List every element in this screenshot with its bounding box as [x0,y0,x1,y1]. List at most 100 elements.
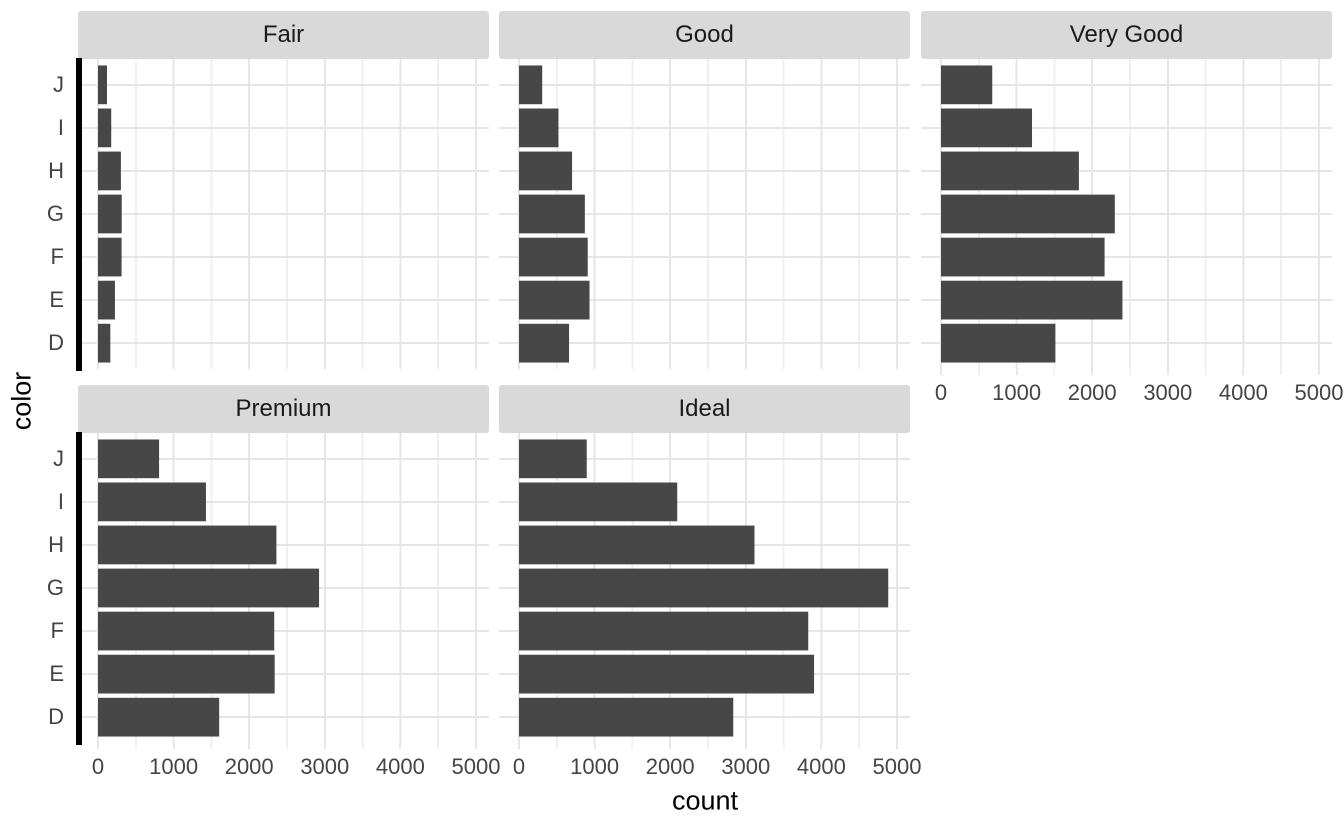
facet-panel-ideal [499,433,910,743]
bar-E [519,654,815,694]
y-tick-label-E: E [49,287,64,313]
bar-J [98,65,107,105]
facet-strip-label: Very Good [1069,21,1184,48]
bar-E [98,654,275,694]
bar-G [98,568,320,608]
bar-J [98,439,160,479]
bar-F [519,611,809,651]
bar-E [941,280,1123,320]
x-axis-tick [744,743,747,749]
y-tick-label-D: D [48,704,64,730]
x-axis-title: count [671,785,739,816]
x-axis-tick [323,743,326,749]
bar-E [519,280,590,320]
bar-J [519,439,587,479]
x-axis-tick [172,743,175,749]
bar-H [941,151,1079,191]
x-axis-tick [1204,369,1207,375]
bar-H [519,525,755,565]
x-axis-tick [782,743,785,749]
bar-I [519,108,559,148]
facet-panel-good [499,59,910,369]
facet-panel-very-good [921,59,1332,369]
bar-F [941,237,1105,277]
x-axis-tick [1053,369,1056,375]
bar-I [519,482,678,522]
x-tick-label-1000: 1000 [992,380,1042,405]
bar-E [98,280,115,320]
x-axis-tick [1280,369,1283,375]
x-tick-label-5000: 5000 [872,754,922,779]
bar-J [941,65,993,105]
facet-strip-label: Ideal [678,395,731,422]
x-axis-tick [437,743,440,749]
y-tick-label-G: G [46,201,64,226]
x-axis-tick [361,743,364,749]
facet-strip-premium: Premium [78,385,489,433]
x-axis-tick [1015,369,1018,375]
y-axis-title: color [6,371,37,431]
x-axis-tick [134,743,137,749]
bar-H [98,151,121,191]
x-axis-tick [399,743,402,749]
x-tick-label-3000: 3000 [1143,380,1193,405]
x-tick-label-2000: 2000 [224,754,274,779]
x-tick-label-0: 0 [91,754,105,779]
x-tick-label-2000: 2000 [645,754,695,779]
x-axis-tick [669,743,672,749]
bar-F [98,237,122,277]
x-axis-tick [631,743,634,749]
bar-D [98,697,220,737]
bar-D [98,323,111,363]
x-axis-tick [593,743,596,749]
bar-F [519,237,588,277]
x-axis-tick [248,743,251,749]
y-tick-label-J: J [53,71,64,97]
bar-G [519,568,889,608]
facet-strip-very-good: Very Good [921,11,1332,59]
bar-D [519,697,734,737]
x-axis-tick [1166,369,1169,375]
x-axis-tick [555,743,558,749]
facet-strip-ideal: Ideal [499,385,910,433]
facet-strip-label: Fair [262,21,305,48]
x-tick-label-0: 0 [512,754,526,779]
x-tick-label-2000: 2000 [1067,380,1117,405]
x-axis-tick [1129,369,1131,375]
bar-J [519,65,543,105]
x-axis-tick [858,743,861,749]
y-axis-line [76,432,82,745]
x-axis-tick [1091,369,1094,375]
bar-H [519,151,573,191]
facet-panel-premium [78,433,489,743]
y-tick-label-J: J [53,445,64,471]
y-tick-label-I: I [57,114,64,140]
bar-D [519,323,570,363]
y-tick-label-D: D [48,330,64,356]
x-axis-tick [475,743,477,749]
facet-panel-fair [78,59,489,369]
bar-I [98,482,206,522]
bar-G [519,194,585,234]
y-tick-label-H: H [48,531,64,557]
bar-I [941,108,1033,148]
x-axis-tick [518,743,520,749]
x-axis-tick [707,743,709,749]
y-axis-line [76,58,82,371]
x-axis-tick [210,743,213,749]
x-axis-tick [977,369,980,375]
x-tick-label-1000: 1000 [149,754,199,779]
x-tick-label-4000: 4000 [1218,380,1268,405]
x-axis-tick [286,743,288,749]
x-tick-label-3000: 3000 [300,754,350,779]
bar-D [941,323,1056,363]
x-tick-label-0: 0 [934,380,948,405]
x-axis-tick [896,743,898,749]
bar-G [941,194,1115,234]
facet-strip-fair: Fair [78,11,489,59]
y-tick-label-H: H [48,157,64,183]
facet-strip-label: Good [675,21,734,48]
x-axis-tick [820,743,823,749]
y-tick-label-I: I [57,488,64,514]
